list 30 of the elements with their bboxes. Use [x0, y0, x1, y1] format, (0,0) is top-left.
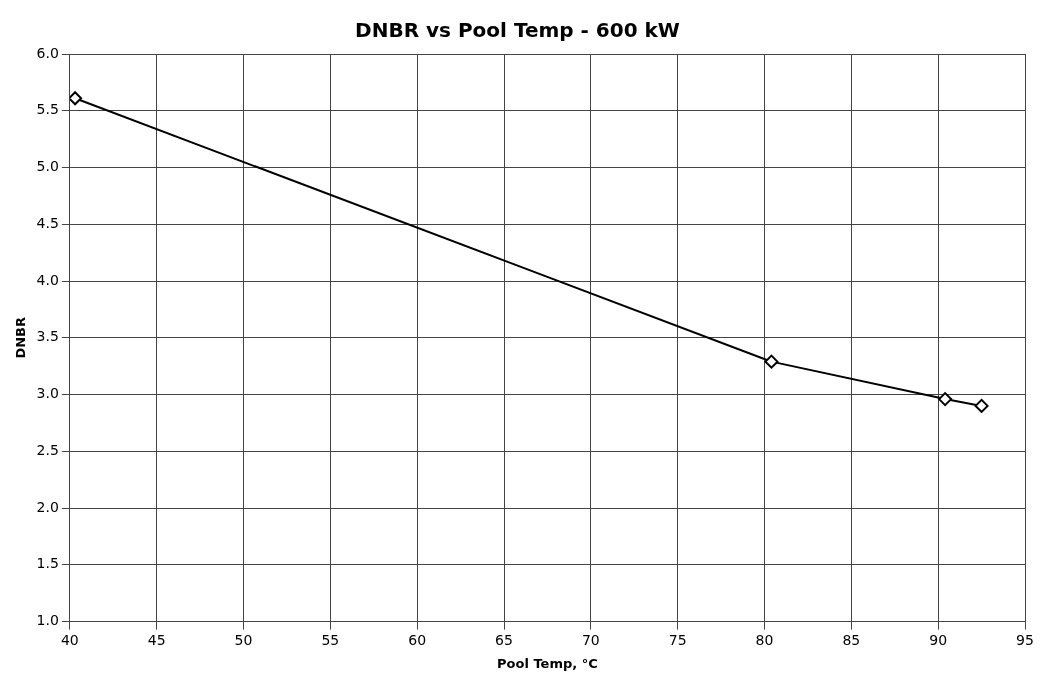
y-tick-label: 1.5 — [36, 555, 59, 572]
y-tick-label: 5.5 — [36, 101, 59, 118]
x-tick-label: 45 — [147, 631, 166, 648]
x-tick-label: 40 — [60, 631, 79, 648]
y-tick-label: 6.0 — [36, 44, 59, 61]
x-tick-label: 95 — [1016, 631, 1034, 648]
y-axis-title: DNBR — [13, 317, 29, 359]
x-tick-label: 65 — [495, 631, 513, 648]
y-tick-label: 3.0 — [36, 385, 59, 402]
x-tick-label: 90 — [929, 631, 948, 648]
point — [938, 392, 953, 407]
y-tick-label: 5.0 — [36, 158, 59, 175]
x-tick-label: 55 — [321, 631, 340, 648]
x-tick-label: 60 — [408, 631, 427, 648]
y-tick-label: 2.0 — [36, 498, 59, 515]
y-tick-label: 1.0 — [36, 612, 59, 629]
chart-title: DNBR vs Pool Temp - 600 kW — [355, 18, 680, 43]
x-tick-label: 85 — [842, 631, 861, 648]
y-tick-label: 3.5 — [36, 328, 59, 345]
point — [764, 354, 779, 369]
x-axis-title: Pool Temp, °C — [497, 655, 598, 671]
point — [974, 398, 989, 413]
x-tick-label: 50 — [234, 631, 253, 648]
y-tick-label: 4.0 — [36, 271, 59, 288]
x-tick-label: 70 — [581, 631, 600, 648]
y-tick-label: 2.5 — [36, 441, 59, 458]
x-tick-label: 80 — [755, 631, 774, 648]
point — [69, 91, 83, 106]
x-tick-label: 75 — [668, 631, 687, 648]
y-tick-label: 4.5 — [36, 214, 59, 231]
